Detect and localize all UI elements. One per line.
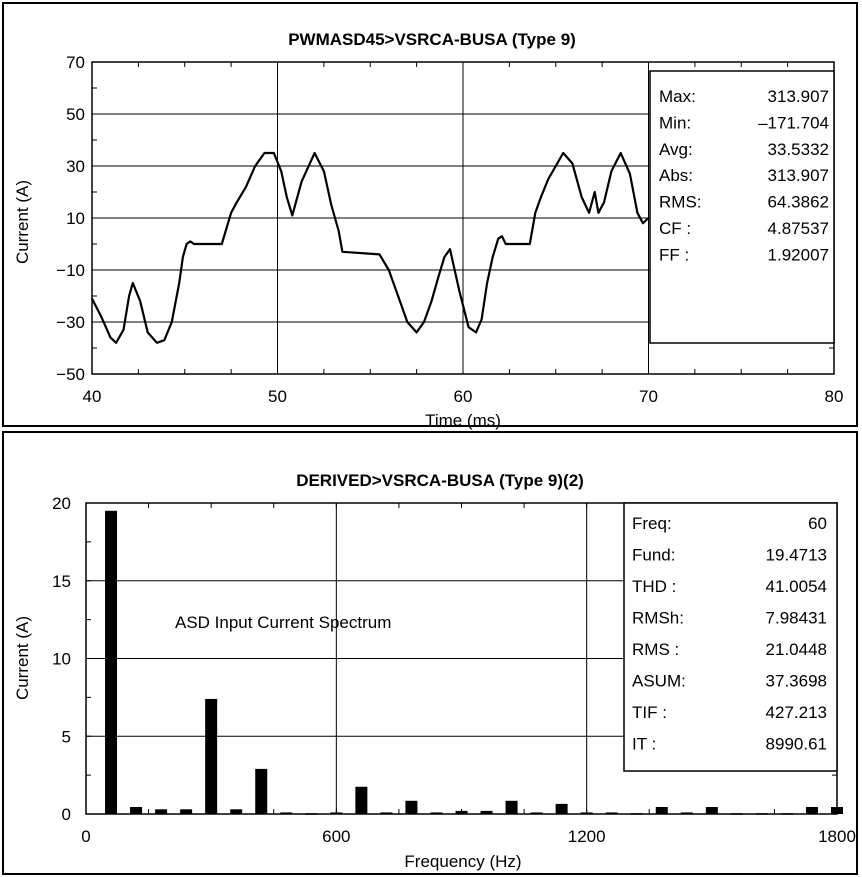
stat-label: RMSh: xyxy=(632,609,684,628)
x-axis-label: Time (ms) xyxy=(425,411,501,430)
y-tick-label: 20 xyxy=(52,494,71,513)
stat-value: –171.704 xyxy=(758,113,829,132)
spectrum-bar xyxy=(355,786,368,814)
y-axis-label: Current (A) xyxy=(13,180,32,264)
stat-label: Min: xyxy=(659,113,691,132)
stat-label: Fund: xyxy=(632,546,675,565)
spectrum-bar xyxy=(505,800,518,814)
spectrum-bar xyxy=(180,809,193,814)
spectrum-bar xyxy=(455,810,468,814)
stat-value: 33.5332 xyxy=(768,140,829,159)
stat-value: 427.213 xyxy=(766,703,827,722)
spectrum-bar xyxy=(805,807,818,814)
stat-label: IT : xyxy=(632,735,656,754)
y-tick-label: 0 xyxy=(62,805,71,824)
stat-value: 19.4713 xyxy=(766,546,827,565)
spectrum-bar xyxy=(705,807,718,814)
x-tick-label: 40 xyxy=(83,387,102,406)
x-tick-label: 50 xyxy=(268,387,287,406)
x-axis-label: Frequency (Hz) xyxy=(404,852,521,871)
y-tick-label: 5 xyxy=(62,727,71,746)
y-tick-label: 30 xyxy=(66,157,85,176)
stat-value: 7.98431 xyxy=(766,609,827,628)
stat-label: TIF : xyxy=(632,703,667,722)
spectrum-bar xyxy=(380,812,393,814)
current-waveform-line xyxy=(91,151,650,344)
stat-value: 21.0448 xyxy=(766,640,827,659)
spectrum-bar xyxy=(405,800,418,814)
x-tick-label: 1200 xyxy=(568,827,606,846)
y-tick-label: −30 xyxy=(56,313,85,332)
stat-value: 64.3862 xyxy=(768,193,829,212)
stat-label: RMS: xyxy=(659,193,702,212)
stat-value: 37.3698 xyxy=(766,672,827,691)
spectrum-bar xyxy=(530,812,543,814)
chart-title: PWMASD45>VSRCA-BUSA (Type 9) xyxy=(288,30,576,49)
spectrum-bar xyxy=(230,809,243,814)
spectrum-bar xyxy=(605,812,618,814)
spectrum-chart: DERIVED>VSRCA-BUSA (Type 9)(2)0 600 1200 18… xyxy=(13,471,856,871)
spectrum-chart-panel: DERIVED>VSRCA-BUSA (Type 9)(2) 0 600 1200 18… xyxy=(2,431,858,875)
stat-label: Avg: xyxy=(659,140,693,159)
spectrum-bar xyxy=(155,809,168,814)
y-axis-label: Current (A) xyxy=(13,616,32,700)
stat-value: 60 xyxy=(808,514,827,533)
spectrum-bar xyxy=(280,812,293,814)
spectrum-bar xyxy=(580,812,593,814)
y-tick-label: −50 xyxy=(56,365,85,384)
y-tick-label: 70 xyxy=(66,53,85,72)
y-tick-label: −10 xyxy=(56,261,85,280)
time-domain-chart: PWMASD45>VSRCA-BUSA (Type 9) 40 50 60 70 80 70… xyxy=(13,30,844,430)
stat-value: 313.907 xyxy=(768,166,829,185)
stat-value: 4.87537 xyxy=(768,219,829,238)
x-tick-label: 0 xyxy=(81,827,90,846)
stats-box xyxy=(623,502,838,772)
y-tick-label: 15 xyxy=(52,572,71,591)
spectrum-bar xyxy=(255,768,268,814)
x-tick-label: 1800 xyxy=(818,827,856,846)
stat-value: 313.907 xyxy=(768,87,829,106)
stat-label: THD : xyxy=(632,577,676,596)
stat-value: 1.92007 xyxy=(768,245,829,264)
stat-value: 41.0054 xyxy=(766,577,827,596)
stat-value: 8990.61 xyxy=(766,735,827,754)
spectrum-bar xyxy=(680,812,693,814)
stats-box xyxy=(649,70,835,344)
stat-label: Max: xyxy=(659,87,696,106)
y-tick-label: 50 xyxy=(66,105,85,124)
spectrum-bar xyxy=(130,807,143,814)
spectrum-annotation: ASD Input Current Spectrum xyxy=(175,613,391,632)
stat-label: ASUM: xyxy=(632,672,686,691)
stat-label: RMS : xyxy=(632,640,679,659)
spectrum-bar xyxy=(555,803,568,814)
spectrum-bar xyxy=(655,807,668,814)
stat-label: CF : xyxy=(659,219,691,238)
spectrum-bar xyxy=(330,812,343,814)
x-tick-label: 600 xyxy=(322,827,350,846)
stat-label: FF : xyxy=(659,245,689,264)
spectrum-bar xyxy=(430,812,443,814)
x-tick-label: 80 xyxy=(825,387,844,406)
spectrum-bar xyxy=(480,810,493,814)
x-tick-label: 60 xyxy=(454,387,473,406)
spectrum-bar xyxy=(205,698,218,814)
chart-title: DERIVED>VSRCA-BUSA (Type 9)(2) xyxy=(296,471,584,490)
y-tick-label: 10 xyxy=(52,650,71,669)
spectrum-bar xyxy=(105,510,118,814)
stat-label: Abs: xyxy=(659,166,693,185)
x-tick-label: 70 xyxy=(639,387,658,406)
time-domain-chart-panel: PWMASD45>VSRCA-BUSA (Type 9) 40 50 60 70 80 70… xyxy=(2,2,858,430)
stat-label: Freq: xyxy=(632,514,672,533)
y-tick-label: 10 xyxy=(66,209,85,228)
